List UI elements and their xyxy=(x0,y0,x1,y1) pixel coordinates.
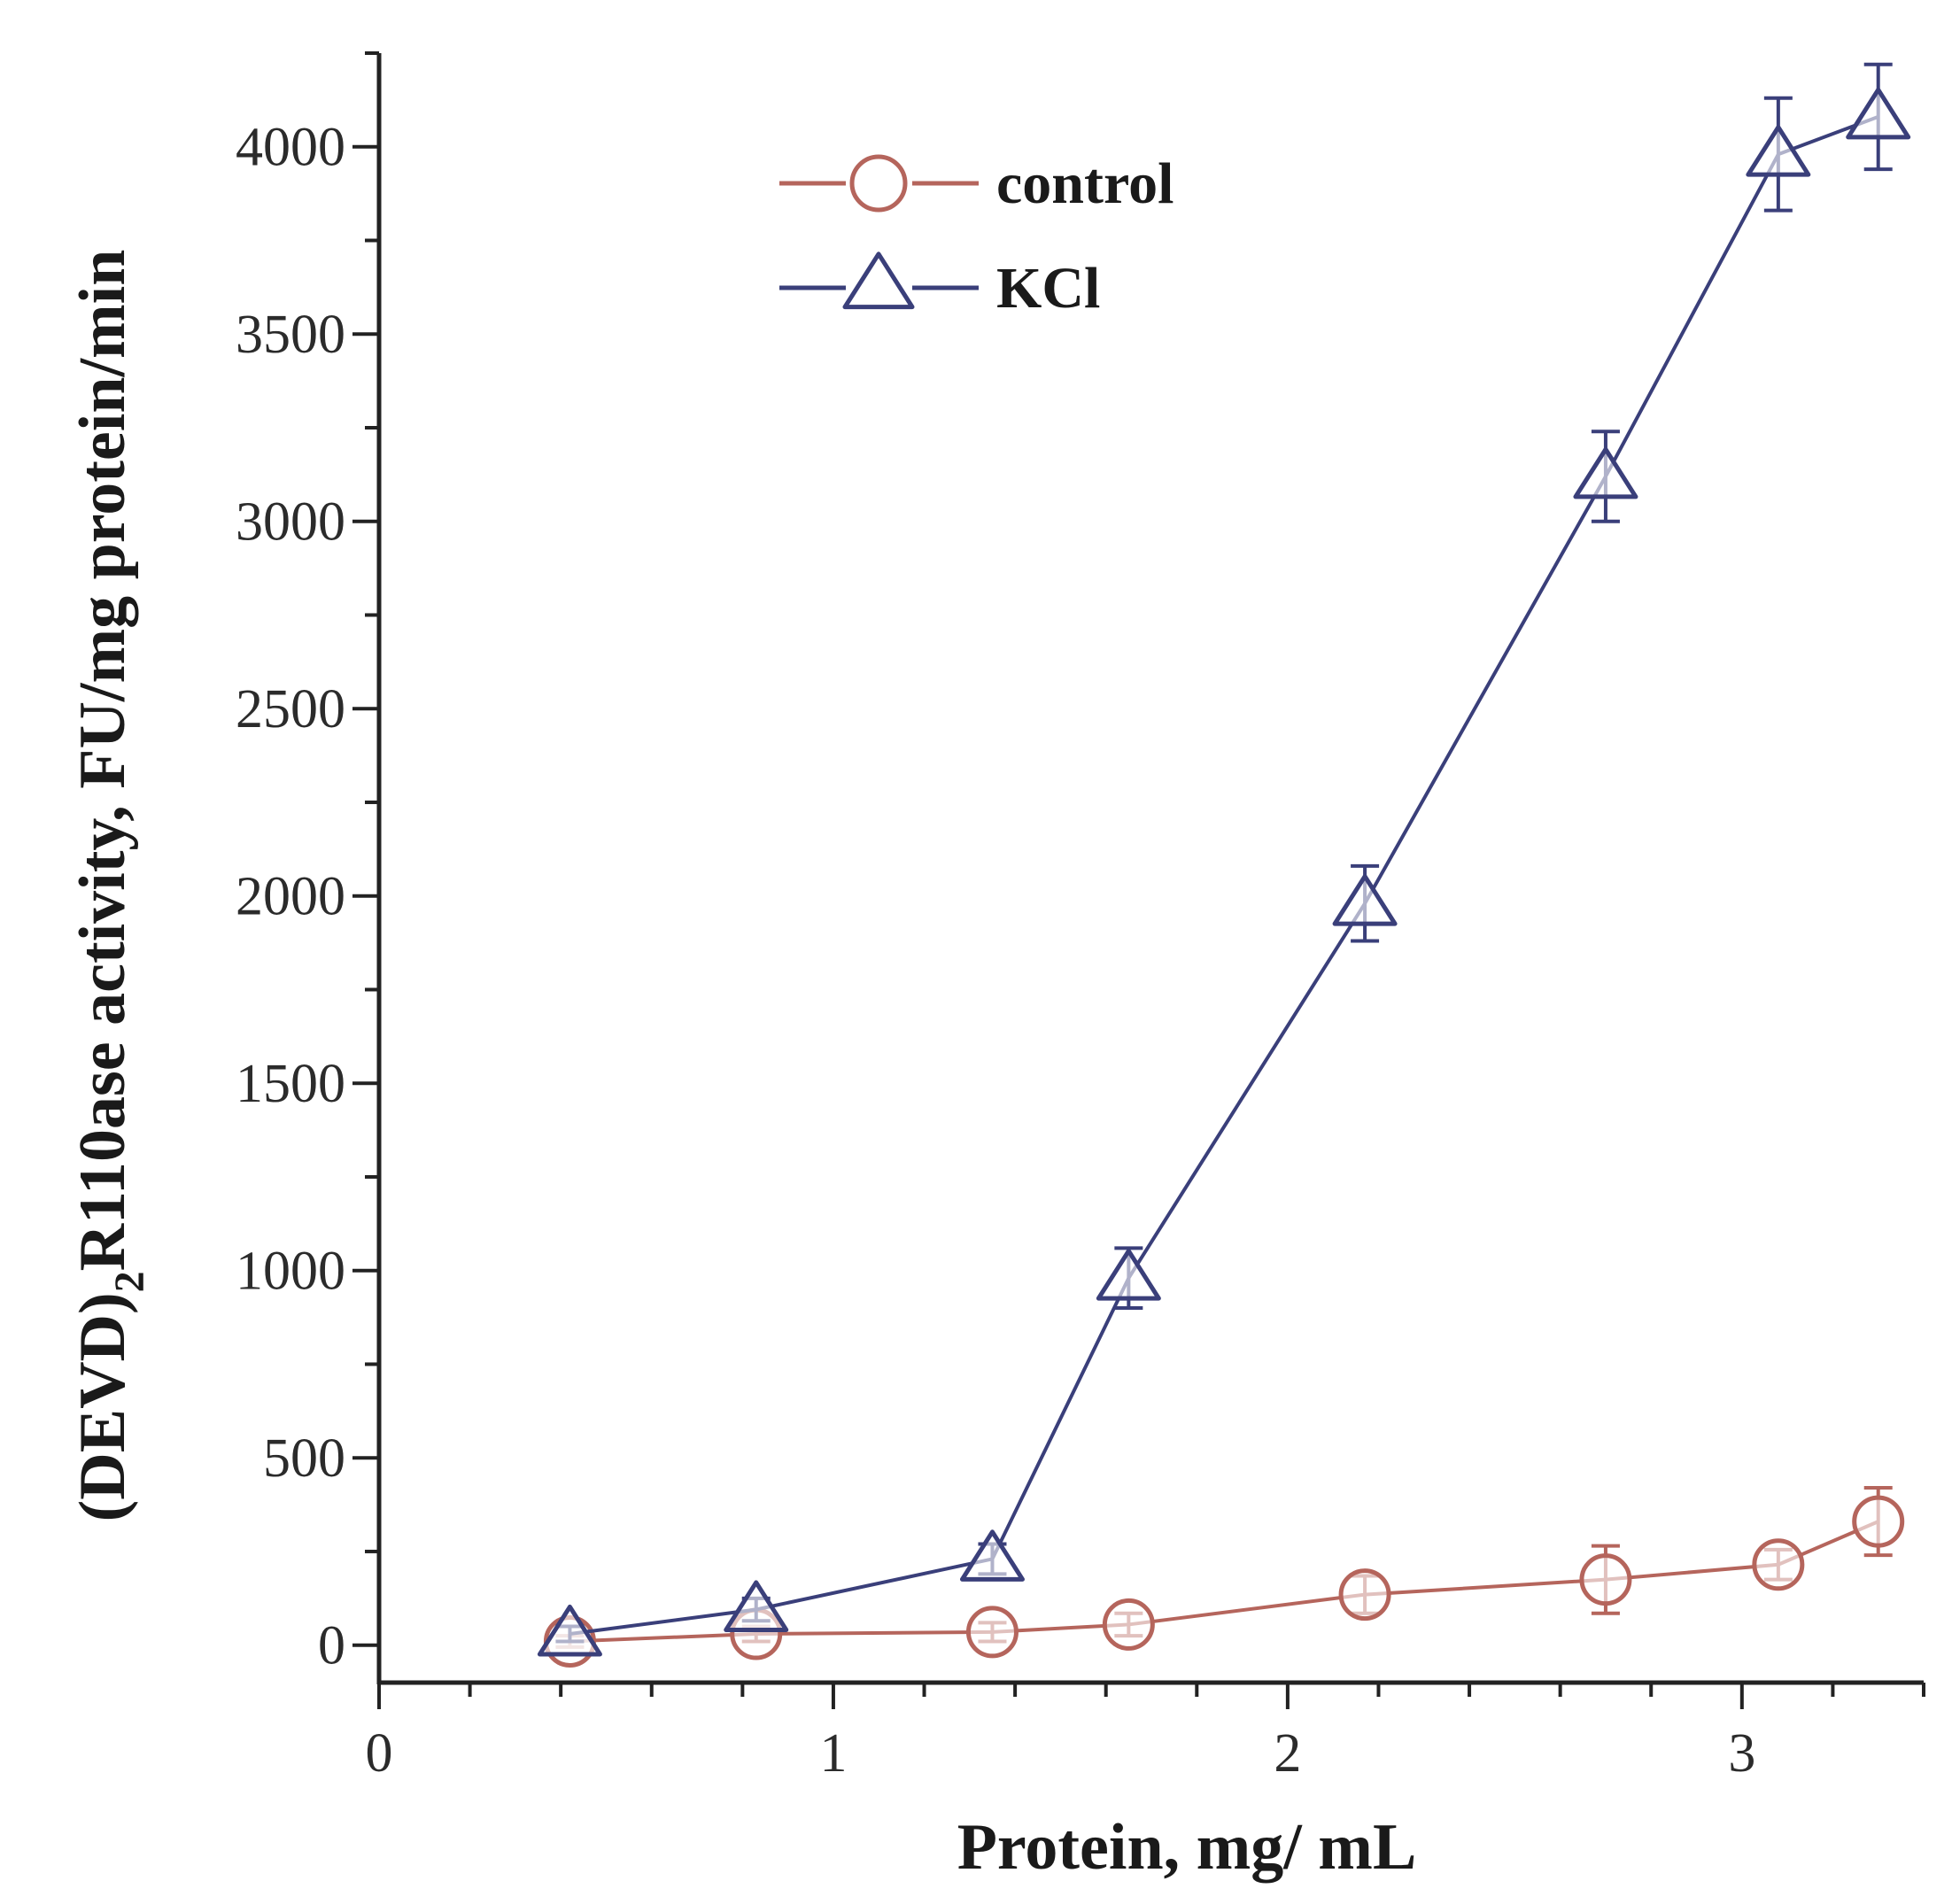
data-point-triangle xyxy=(1846,87,1911,140)
series-kcl xyxy=(537,62,1911,1657)
y-axis-title-part2: R110ase activity, FU/mg protein/min xyxy=(66,250,139,1272)
y-tick-label: 1500 xyxy=(236,1054,345,1114)
y-tick-label: 3000 xyxy=(236,492,345,553)
data-point-circle xyxy=(965,1606,1019,1659)
x-tick-label: 0 xyxy=(366,1723,393,1784)
x-tick-label: 1 xyxy=(819,1723,847,1784)
y-tick-label: 500 xyxy=(263,1428,345,1489)
legend-kcl-triangle-marker xyxy=(842,252,915,310)
y-ticks: 0 500 1000 1500 2000 2500 3000 3500 4000 xyxy=(236,51,379,1676)
series-control xyxy=(543,1486,1905,1668)
legend: control KCl xyxy=(779,151,1174,321)
x-axis-title: Protein, mg/ mL xyxy=(957,1811,1417,1884)
legend-item-control: control xyxy=(779,151,1174,216)
data-point-triangle xyxy=(1573,446,1638,499)
y-axis-title-part1: (DEVD) xyxy=(66,1292,139,1521)
data-point-triangle xyxy=(1096,1249,1161,1301)
data-point-circle xyxy=(1852,1495,1905,1548)
plot-area: 0 1 2 3 0 500 1000 1500 2000 2500 3000 3500 4000 xyxy=(236,51,1925,1784)
data-point-circle xyxy=(1338,1568,1391,1621)
x-tick-label: 3 xyxy=(1728,1723,1755,1784)
data-point-circle xyxy=(1752,1538,1805,1591)
legend-kcl-label: KCl xyxy=(996,256,1100,321)
data-point-triangle xyxy=(724,1580,789,1632)
y-tick-label: 4000 xyxy=(236,118,345,178)
data-point-triangle xyxy=(1332,874,1398,926)
y-axis-title-subscript: 2 xyxy=(106,1271,153,1292)
series-layer xyxy=(537,62,1911,1668)
series-kcl-line xyxy=(569,115,1879,1636)
data-point-triangle xyxy=(959,1529,1025,1582)
y-tick-label: 3500 xyxy=(236,305,345,365)
series-control-line xyxy=(569,1520,1879,1644)
data-point-triangle xyxy=(1746,125,1811,177)
data-point-triangle xyxy=(537,1604,602,1657)
y-axis-title: (DEVD)2R110ase activity, FU/mg protein/m… xyxy=(66,250,153,1522)
data-point-circle xyxy=(1102,1598,1155,1651)
legend-control-circle-marker xyxy=(849,154,908,213)
legend-item-kcl: KCl xyxy=(779,252,1100,321)
y-tick-label: 0 xyxy=(318,1616,345,1676)
data-point-circle xyxy=(1579,1553,1632,1606)
y-tick-label: 2000 xyxy=(236,867,345,927)
y-tick-label: 2500 xyxy=(236,679,345,739)
y-tick-label: 1000 xyxy=(236,1242,345,1302)
x-ticks: 0 1 2 3 xyxy=(366,1683,1925,1784)
legend-control-label: control xyxy=(996,151,1174,216)
x-tick-label: 2 xyxy=(1274,1723,1301,1784)
